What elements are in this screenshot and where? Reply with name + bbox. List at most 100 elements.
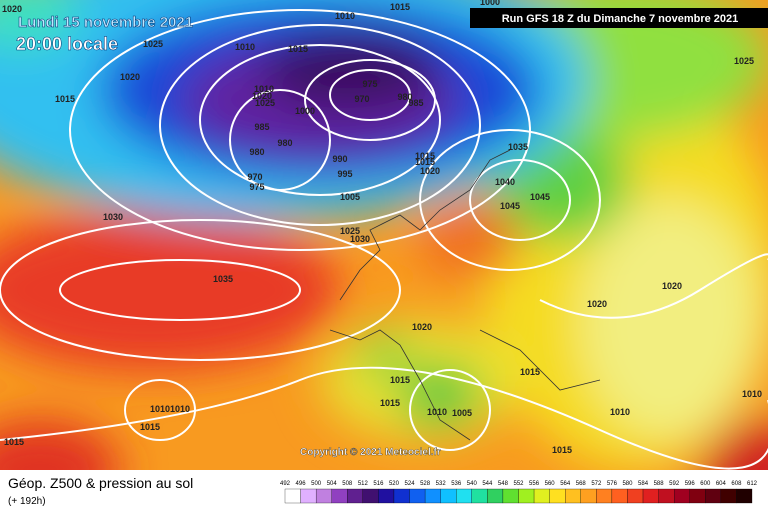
scale-label: 512 <box>358 481 369 487</box>
scale-label: 612 <box>747 481 758 487</box>
isobar-label: 1030 <box>350 234 370 244</box>
isobar-label: 1015 <box>4 437 24 447</box>
scale-label: 508 <box>342 481 353 487</box>
scale-cell <box>471 488 488 504</box>
scale-cell <box>705 488 722 504</box>
isobar-label: 1025 <box>734 56 754 66</box>
isobar-label: 1020 <box>420 166 440 176</box>
time-label: 20:00 locale <box>16 34 118 54</box>
isobar-label: 970 <box>354 94 369 104</box>
scale-cell <box>487 488 504 504</box>
scale-label: 596 <box>685 481 696 487</box>
scale-label: 540 <box>467 481 478 487</box>
scale-label: 536 <box>451 481 462 487</box>
isobar-label: 1015 <box>390 2 410 12</box>
isobar-label: 1025 <box>255 98 275 108</box>
scale-label: 608 <box>731 481 742 487</box>
scale-cell <box>331 488 348 504</box>
isobar-label: 975 <box>249 182 264 192</box>
scale-cell <box>674 488 690 504</box>
scale-cell <box>720 488 737 504</box>
isobars <box>0 9 768 470</box>
scale-label: 544 <box>482 481 493 487</box>
scale-cell <box>300 488 317 504</box>
isobar-label: 980 <box>249 147 264 157</box>
isobar-label: 1010 <box>742 389 762 399</box>
isobar-label: 980 <box>277 138 292 148</box>
isobar-label: 1020 <box>662 281 682 291</box>
isobar-label: 1015 <box>55 94 75 104</box>
scale-label: 500 <box>311 481 322 487</box>
isobar-label: 1010 <box>427 407 447 417</box>
isobar-label: 1010 <box>235 42 255 52</box>
scale-cell <box>549 488 566 504</box>
isobar-label: 1015 <box>380 398 400 408</box>
scale-cell <box>424 488 441 504</box>
scale-label: 552 <box>513 481 524 487</box>
isobar-label: 1010 <box>254 84 274 94</box>
scale-label: 568 <box>576 481 587 487</box>
isobar-label: 1010 <box>170 404 190 414</box>
scale-cell <box>736 488 753 504</box>
scale-cell <box>689 488 706 504</box>
scale-cell <box>642 488 659 504</box>
scale-cell <box>409 488 426 504</box>
scale-label: 532 <box>436 481 447 487</box>
scale-label: 572 <box>591 481 602 487</box>
scale-cell <box>378 488 395 504</box>
coastlines <box>329 149 601 441</box>
scale-cell <box>565 488 581 504</box>
scale-cell <box>658 488 675 504</box>
scale-cell <box>611 488 628 504</box>
isobar-label: 995 <box>337 169 352 179</box>
isobar-label: 1025 <box>340 226 360 236</box>
isobar-label: 1015 <box>140 422 160 432</box>
scale-label: 592 <box>669 481 680 487</box>
run-box <box>470 8 768 28</box>
isobar-label: 975 <box>362 79 377 89</box>
scale-cell <box>347 488 363 504</box>
footer-title: Géop. Z500 & pression au sol <box>8 475 193 491</box>
isobar-label: 1020 <box>412 322 432 332</box>
isobar-label: 1035 <box>508 142 528 152</box>
isobar-label: 1010 <box>335 11 355 21</box>
isobar-label: 1005 <box>340 192 360 202</box>
scale-cell <box>533 488 550 504</box>
run-label: Run GFS 18 Z du Dimanche 7 novembre 2021 <box>502 13 739 25</box>
isobar-label: 980 <box>397 92 412 102</box>
isobar-label: 1045 <box>500 201 520 211</box>
isobar-label: 1015 <box>390 375 410 385</box>
isobar-label: 1015 <box>415 157 435 167</box>
isobar-label: 1015 <box>552 445 572 455</box>
scale-label: 604 <box>716 481 727 487</box>
scale-label: 516 <box>373 481 384 487</box>
isobar-label: 985 <box>408 98 423 108</box>
isobar-label: 1020 <box>252 91 272 101</box>
isobar-label: 1020 <box>120 72 140 82</box>
scale-cell <box>440 488 457 504</box>
scale-label: 520 <box>389 481 400 487</box>
copyright: Copyright © 2021 Meteociel.fr <box>300 447 441 458</box>
isobar-label: 990 <box>332 154 347 164</box>
isobar-label: 1045 <box>530 192 550 202</box>
isobar-label: 1025 <box>143 39 163 49</box>
isobar-label: 1020 <box>2 4 22 14</box>
scale-cell <box>456 488 472 504</box>
scale-label: 528 <box>420 481 431 487</box>
scale-label: 580 <box>622 481 633 487</box>
scale-label: 556 <box>529 481 540 487</box>
scale-cell <box>315 488 332 504</box>
isobar-label: 1000 <box>295 106 315 116</box>
isobar-label: 985 <box>254 122 269 132</box>
scale-label: 600 <box>700 481 711 487</box>
scale-label: 492 <box>280 481 291 487</box>
scale-cell <box>284 488 301 504</box>
isobar-label: 1030 <box>103 212 123 222</box>
scale-cell <box>502 488 519 504</box>
scale-label: 548 <box>498 481 509 487</box>
isobar-label: 1035 <box>213 274 233 284</box>
isobar-label: 1015 <box>415 151 435 161</box>
isobar-label: 1000 <box>480 0 500 7</box>
